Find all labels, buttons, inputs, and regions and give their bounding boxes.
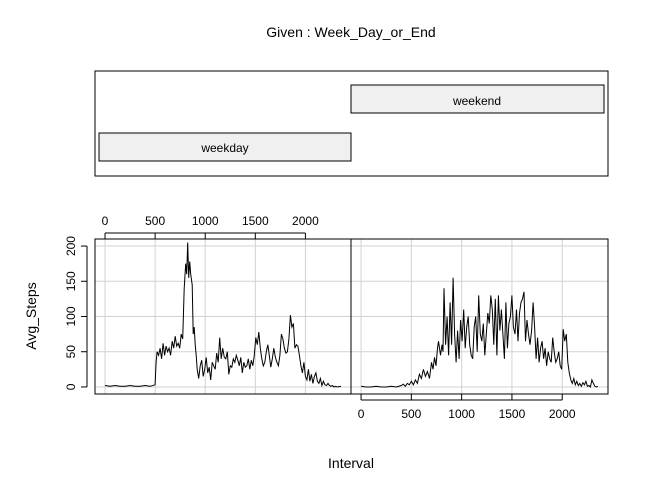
x-tick-label-top: 500	[145, 214, 165, 228]
x-tick-label-bottom: 2000	[549, 407, 576, 421]
x-tick-label-top: 2000	[292, 214, 319, 228]
given-bar-weekday-label: weekday	[200, 141, 248, 155]
given-panel-frame	[94, 70, 609, 177]
x-axis-label: Interval	[328, 455, 374, 471]
x-tick-label-bottom: 1000	[448, 407, 475, 421]
x-tick-label-bottom: 500	[401, 407, 421, 421]
series-line-weekday	[104, 242, 342, 388]
panel-frame-weekend	[350, 238, 609, 395]
given-panel: weekday weekend	[94, 70, 609, 177]
x-tick-label-bottom: 0	[358, 407, 365, 421]
x-tick-label-top: 1000	[192, 214, 219, 228]
panel-weekday	[94, 238, 352, 395]
given-title: Given : Week_Day_or_End	[266, 24, 435, 40]
y-tick-label: 100	[64, 306, 78, 326]
x-tick-label-top: 0	[102, 214, 109, 228]
given-bar-weekend: weekend	[350, 84, 605, 114]
axes-layer: 0 500 1000 1500 2000 0 500 1000 1500 2000 0 50 100 15…	[64, 214, 576, 421]
y-tick-label: 200	[64, 236, 78, 256]
panels-layer	[94, 238, 609, 395]
given-bar-weekend-rect	[350, 84, 605, 114]
given-bar-weekday-rect	[98, 132, 352, 162]
panel-weekend	[350, 238, 609, 395]
y-tick-label: 0	[64, 383, 78, 390]
series-line-weekend	[361, 277, 599, 389]
x-tick-label-top: 1500	[242, 214, 269, 228]
y-tick-label: 150	[64, 271, 78, 291]
given-bar-weekend-label: weekend	[452, 94, 501, 108]
y-axis-label: Avg_Steps	[23, 282, 39, 349]
given-bar-weekday: weekday	[98, 132, 352, 162]
x-tick-label-bottom: 1500	[499, 407, 526, 421]
y-tick-label: 50	[64, 345, 78, 359]
